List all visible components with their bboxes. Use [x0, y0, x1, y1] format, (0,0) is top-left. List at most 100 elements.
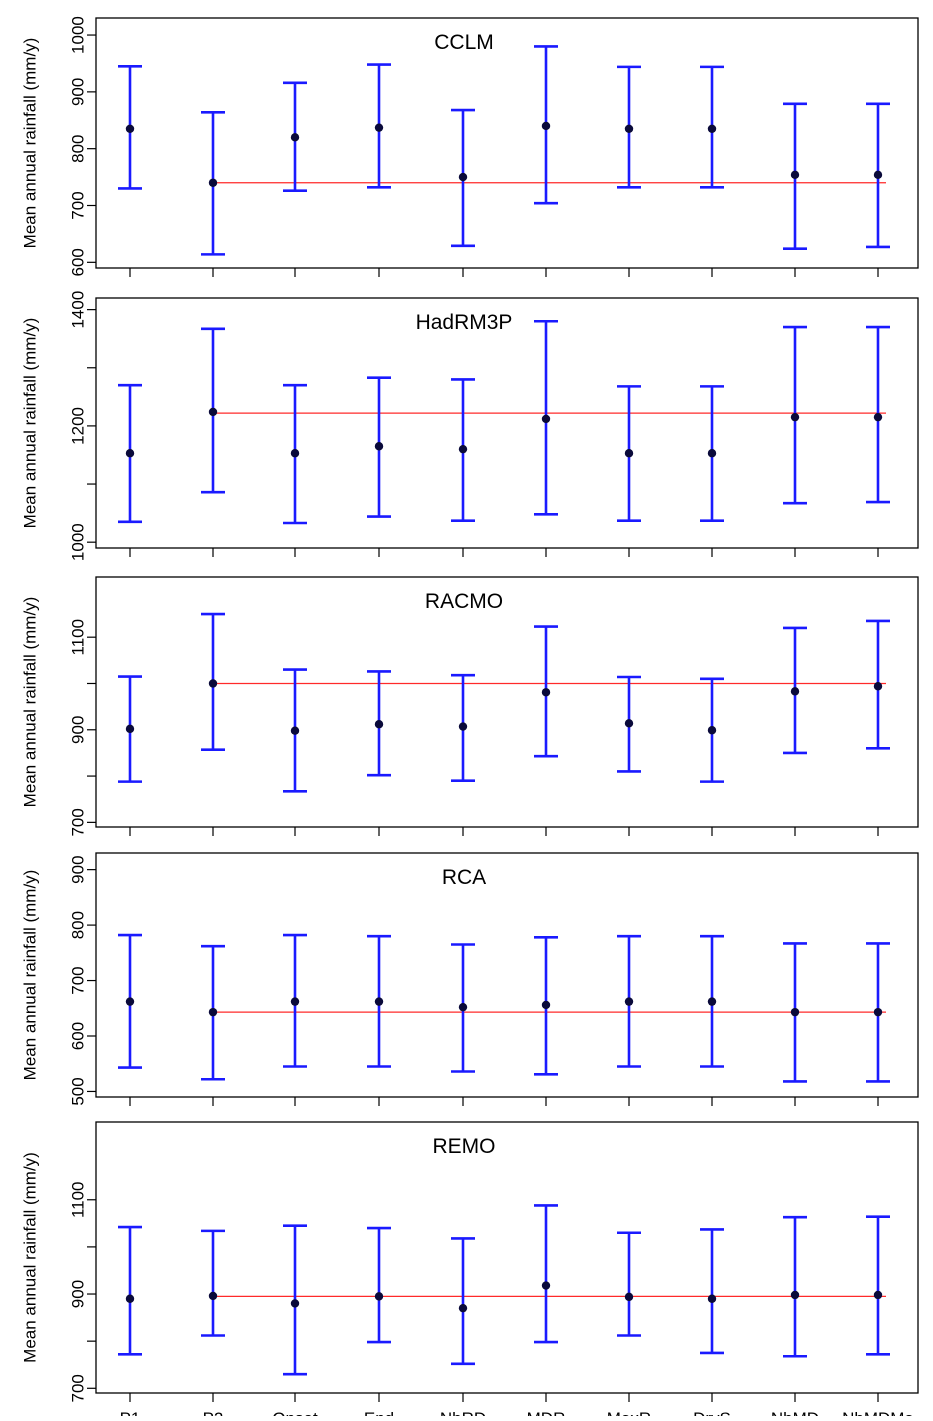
y-tick-label: 1200 [69, 407, 88, 445]
errorbar-p2 [201, 944, 225, 1081]
y-tick-label: 1000 [69, 16, 88, 54]
errorbar-p2 [201, 612, 225, 751]
mean-point [374, 442, 384, 451]
mean-point [374, 720, 384, 729]
errorbar-nbmd [783, 102, 807, 250]
errorbar-nbrd [451, 673, 475, 783]
y-axis-label: Mean annual rainfall (mm/y) [21, 318, 40, 529]
errorbar-nbmd [783, 626, 807, 755]
errorbar-end [367, 63, 391, 189]
mean-point [458, 1303, 468, 1313]
x-tick-label: NbMDMa [842, 1409, 914, 1416]
panel-title: CCLM [434, 31, 494, 54]
x-tick-label: P1 [120, 1409, 141, 1416]
errorbar-p1 [118, 1225, 142, 1356]
chart-panel-cclm: 600 700 800 900 1000 Mean annual rainfall (mm… [21, 16, 919, 277]
errorbar-end [367, 376, 391, 518]
errorbar-drys [700, 677, 724, 783]
mean-point [790, 412, 800, 422]
mean-point [290, 133, 300, 142]
mean-point [125, 724, 135, 734]
panel-title: HadRM3P [416, 311, 513, 334]
x-tick-label: MDR [527, 1409, 566, 1416]
mean-point [541, 414, 551, 424]
errorbar-mdr [534, 45, 558, 205]
errorbar-mdr [534, 625, 558, 758]
errorbar-nbmdma [866, 325, 890, 504]
x-tick-label: NbRD [440, 1409, 486, 1416]
mean-point [125, 124, 135, 133]
errorbar-nbmd [783, 942, 807, 1083]
x-tick-label: P2 [203, 1409, 224, 1416]
plot-frame [95, 576, 919, 828]
mean-point [290, 449, 300, 458]
errorbar-nbmdma [866, 942, 890, 1083]
mean-point [458, 1002, 468, 1012]
mean-point [290, 1299, 300, 1308]
errorbar-end [367, 934, 391, 1068]
errorbar-drys [700, 385, 724, 522]
y-axis-label: Mean annual rainfall (mm/y) [21, 870, 40, 1081]
errorbar-nbmd [783, 325, 807, 505]
errorbar-onset [283, 1224, 307, 1376]
mean-point [707, 449, 717, 458]
mean-point [873, 412, 883, 422]
errorbar-maxr [617, 385, 641, 522]
mean-point [790, 170, 800, 180]
mean-point [208, 1007, 218, 1017]
mean-point [290, 997, 300, 1006]
y-tick-label: 1400 [69, 291, 88, 329]
plot-frame [95, 297, 919, 549]
y-axis-label: Mean annual rainfall (mm/y) [21, 38, 40, 249]
y-tick-label: 800 [69, 134, 88, 162]
errorbar-end [367, 670, 391, 777]
errorbar-maxr [617, 934, 641, 1068]
errorbar-mdr [534, 319, 558, 516]
mean-point [208, 178, 218, 187]
mean-point [125, 449, 135, 458]
mean-point [541, 688, 551, 697]
y-tick-label: 700 [69, 808, 88, 836]
mean-point [873, 682, 883, 691]
mean-point [790, 1007, 800, 1017]
y-tick-label: 800 [69, 911, 88, 939]
mean-point [374, 1292, 384, 1301]
mean-point [790, 1290, 800, 1300]
mean-point [208, 1291, 218, 1301]
mean-point [458, 722, 468, 731]
x-tick-label: DryS [693, 1409, 731, 1416]
errorbar-onset [283, 668, 307, 793]
errorbar-drys [700, 934, 724, 1068]
y-tick-label: 1100 [69, 1181, 88, 1218]
errorbar-nbmdma [866, 102, 890, 249]
mean-point [624, 719, 634, 728]
y-tick-label: 600 [69, 248, 88, 276]
y-tick-label: 900 [69, 855, 88, 883]
errorbar-nbrd [451, 1237, 475, 1366]
y-tick-label: 1000 [69, 523, 88, 561]
mean-point [707, 726, 717, 735]
errorbar-p1 [118, 933, 142, 1069]
errorbar-nbmdma [866, 1215, 890, 1356]
errorbar-nbrd [451, 943, 475, 1073]
y-tick-label: 700 [69, 191, 88, 219]
mean-point [624, 997, 634, 1006]
errorbar-end [367, 1226, 391, 1344]
errorbar-nbmdma [866, 619, 890, 750]
mean-point [125, 997, 135, 1006]
mean-point [374, 123, 384, 132]
chart-panel-hadrm3p: 1000 1200 1400 Mean annual rainfall (mm/y) H… [21, 291, 919, 561]
mean-point [458, 444, 468, 454]
mean-point [624, 449, 634, 458]
errorbar-drys [700, 1228, 724, 1355]
chart-panel-racmo: 700 900 1100 Mean annual rainfall (mm/y) RAC… [21, 576, 919, 837]
y-tick-label: 900 [69, 1280, 88, 1308]
x-tick-label: NbMD [771, 1409, 819, 1416]
panel-title: REMO [433, 1135, 496, 1158]
errorbar-drys [700, 65, 724, 189]
x-tick-label: MaxR [607, 1409, 651, 1416]
errorbar-mdr [534, 1204, 558, 1344]
mean-point [374, 997, 384, 1006]
